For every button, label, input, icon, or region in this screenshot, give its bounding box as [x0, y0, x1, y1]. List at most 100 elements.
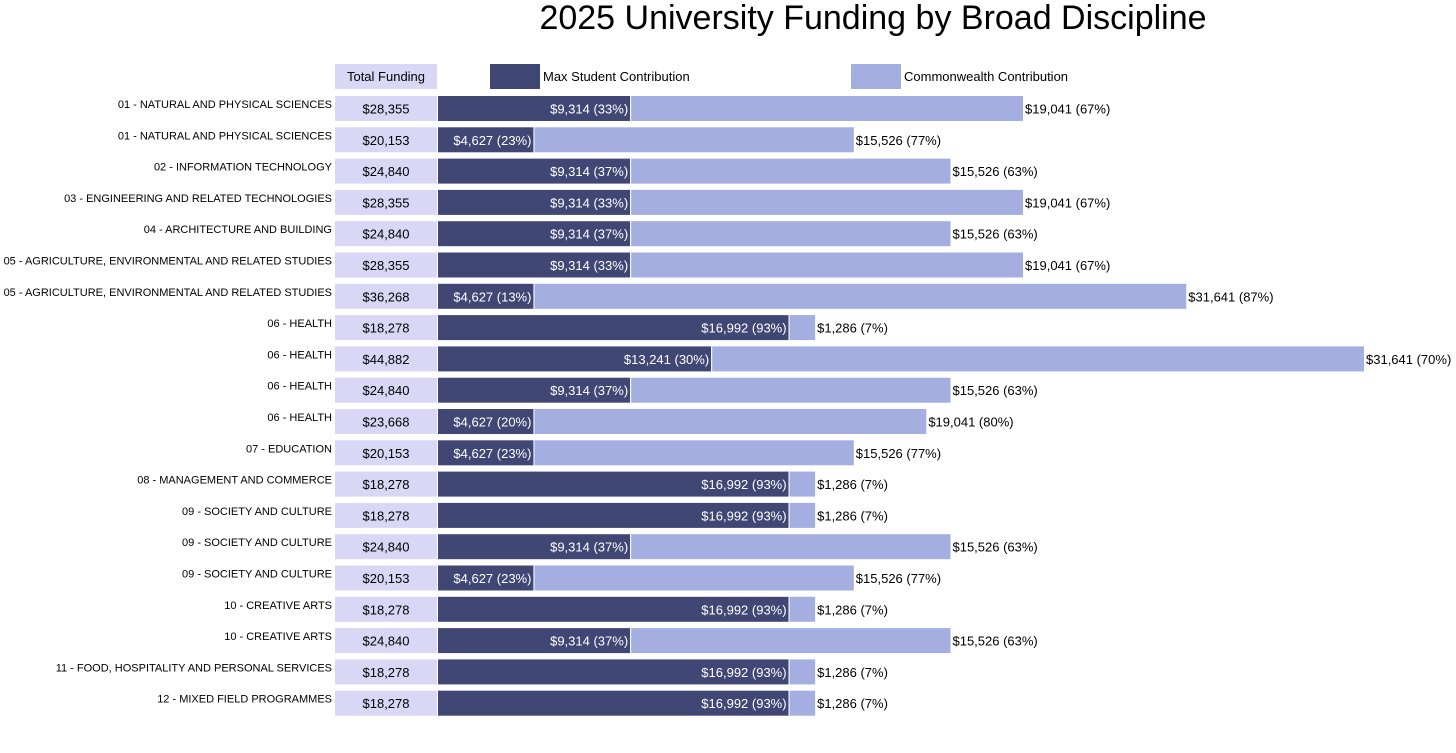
total-value-label: $18,278: [363, 508, 410, 523]
bar-separator: [630, 252, 632, 278]
total-cell: [335, 221, 437, 247]
legend-label-student: Max Student Contribution: [543, 69, 690, 84]
category-label: 12 - MIXED FIELD PROGRAMMES: [157, 694, 332, 706]
bar-student-label: $16,992 (93%): [701, 665, 786, 680]
bar-student: [438, 596, 789, 622]
bar-student-label: $9,314 (37%): [550, 227, 628, 242]
category-label: 11 - FOOD, HOSPITALITY AND PERSONAL SERV…: [56, 662, 332, 674]
bar-commonwealth-label: $1,286 (7%): [817, 602, 888, 617]
bar-commonwealth: [534, 409, 927, 434]
bar-separator: [788, 659, 790, 685]
bar-student: [438, 471, 789, 497]
total-funding-header: Total Funding: [335, 64, 437, 89]
bar-commonwealth-label: $31,641 (70%): [1366, 352, 1451, 367]
bar-commonwealth: [631, 96, 1024, 121]
category-label: 05 - AGRICULTURE, ENVIRONMENTAL AND RELA…: [4, 287, 332, 299]
bar-commonwealth-label: $15,526 (63%): [952, 164, 1037, 179]
category-label: 09 - SOCIETY AND CULTURE: [182, 569, 332, 581]
bar-separator: [630, 377, 632, 403]
category-label: 01 - NATURAL AND PHYSICAL SCIENCES: [118, 99, 332, 111]
bar-commonwealth: [534, 283, 1187, 309]
total-cell: [335, 659, 437, 685]
bar-student: [438, 189, 631, 215]
total-cell: [335, 127, 437, 153]
bar-student: [438, 628, 631, 654]
bar-commonwealth: [631, 221, 951, 247]
total-cell: [335, 283, 437, 309]
total-cell: [335, 377, 437, 403]
total-value-label: $18,278: [363, 321, 410, 336]
bar-student-label: $9,314 (37%): [550, 383, 628, 398]
bar-student: [438, 659, 789, 685]
bar-student-label: $4,627 (20%): [453, 415, 531, 430]
total-value-label: $20,153: [363, 571, 410, 586]
bar-commonwealth-label: $15,526 (63%): [952, 227, 1037, 242]
bar-student-label: $4,627 (23%): [453, 133, 531, 148]
total-value-label: $23,668: [363, 415, 410, 430]
category-label: 06 - HEALTH: [267, 381, 332, 393]
total-cell: [335, 628, 437, 654]
bar-student-label: $9,314 (33%): [550, 195, 628, 210]
legend-item-commonwealth: Commonwealth Contribution: [851, 64, 1068, 89]
bar-commonwealth-label: $1,286 (7%): [817, 321, 888, 336]
bar-commonwealth-label: $31,641 (87%): [1188, 289, 1273, 304]
bar-student-label: $9,314 (33%): [550, 102, 628, 117]
bar-separator: [788, 471, 790, 497]
total-cell: [335, 158, 437, 184]
bar-student: [438, 252, 631, 278]
category-label: 07 - EDUCATION: [246, 443, 332, 455]
bar-separator: [711, 346, 713, 372]
legend-label-commonwealth: Commonwealth Contribution: [904, 69, 1069, 84]
bar-separator: [630, 189, 632, 215]
total-value-label: $18,278: [363, 477, 410, 492]
bar-separator: [533, 565, 535, 591]
bar-student: [438, 96, 631, 121]
bar-student: [438, 377, 631, 403]
bar-commonwealth: [712, 346, 1364, 372]
category-label: 03 - ENGINEERING AND RELATED TECHNOLOGIE…: [64, 193, 332, 205]
total-value-label: $28,355: [363, 258, 410, 273]
bar-student: [438, 534, 631, 560]
bar-commonwealth-label: $19,041 (67%): [1025, 258, 1110, 273]
bar-commonwealth-label: $15,526 (63%): [952, 540, 1037, 555]
bar-separator: [630, 534, 632, 560]
bar-student-label: $16,992 (93%): [701, 602, 786, 617]
bar-commonwealth: [534, 127, 854, 153]
total-value-label: $28,355: [363, 102, 410, 117]
total-cell: [335, 596, 437, 622]
bar-student: [438, 221, 631, 247]
bar-student: [438, 409, 534, 434]
bar-commonwealth-label: $15,526 (63%): [952, 634, 1037, 649]
bar-commonwealth-label: $19,041 (67%): [1025, 195, 1110, 210]
bar-separator: [788, 502, 790, 528]
total-cell: [335, 346, 437, 372]
total-value-label: $28,355: [363, 195, 410, 210]
bar-student: [438, 440, 534, 466]
bar-commonwealth-label: $19,041 (80%): [928, 415, 1013, 430]
total-cell: [335, 471, 437, 497]
bar-commonwealth: [789, 596, 816, 622]
category-label: 05 - AGRICULTURE, ENVIRONMENTAL AND RELA…: [4, 256, 332, 268]
category-label: 10 - CREATIVE ARTS: [224, 631, 332, 643]
total-cell: [335, 315, 437, 341]
bar-student: [438, 565, 534, 591]
bar-commonwealth: [631, 252, 1024, 278]
category-label: 10 - CREATIVE ARTS: [224, 600, 332, 612]
bar-separator: [533, 440, 535, 466]
bar-student-label: $9,314 (37%): [550, 634, 628, 649]
total-value-label: $44,882: [363, 352, 410, 367]
chart-title: 2025 University Funding by Broad Discipl…: [539, 0, 1207, 37]
bar-student-label: $4,627 (23%): [453, 571, 531, 586]
bar-student: [438, 127, 534, 153]
total-value-label: $24,840: [363, 227, 410, 242]
bar-student: [438, 315, 789, 341]
bar-student: [438, 690, 789, 716]
total-value-label: $18,278: [363, 665, 410, 680]
bar-commonwealth: [631, 377, 951, 403]
bar-commonwealth: [631, 158, 951, 184]
total-cell: [335, 565, 437, 591]
total-cell: [335, 440, 437, 466]
bar-commonwealth-label: $1,286 (7%): [817, 508, 888, 523]
